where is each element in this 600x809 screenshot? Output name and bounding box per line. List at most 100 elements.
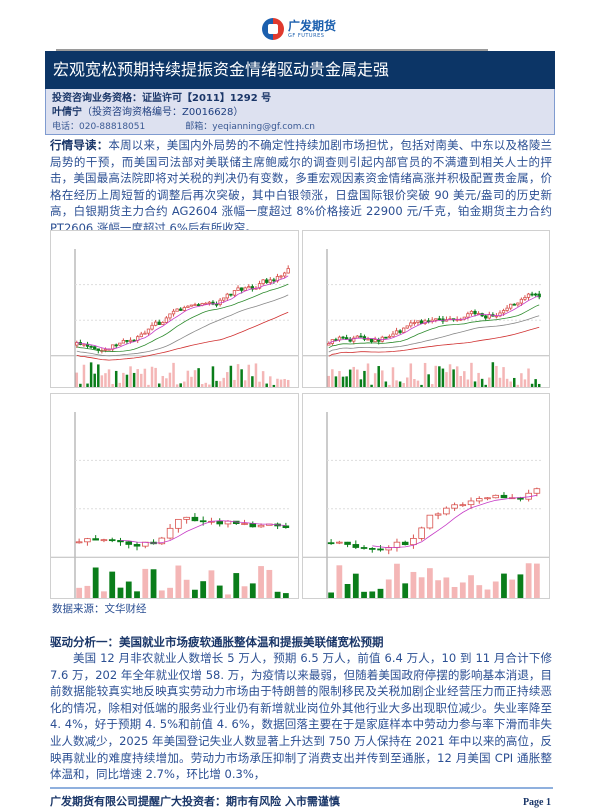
candle-body	[533, 488, 541, 494]
moving-average-line	[120, 520, 286, 544]
chart-platinum	[50, 393, 299, 599]
volume-bar	[537, 383, 541, 387]
volume-bar	[480, 378, 484, 387]
moving-average-line	[328, 315, 540, 353]
volume-bar	[451, 586, 458, 598]
candle-body	[286, 268, 290, 274]
candle-body	[344, 337, 349, 340]
volume-bar	[211, 366, 215, 387]
volume-bar	[240, 369, 243, 387]
candle-body	[352, 544, 360, 548]
volume-bar	[427, 374, 430, 387]
volume-bar	[283, 378, 286, 387]
candle-body	[216, 520, 224, 525]
candle-body	[512, 303, 516, 306]
candle-body	[530, 293, 534, 296]
candle-body	[402, 327, 406, 333]
volume-bar	[274, 591, 281, 598]
candle-body	[384, 336, 388, 339]
volume-bar	[435, 580, 441, 598]
volume-bar	[430, 384, 434, 387]
candle-body	[459, 504, 467, 507]
candle-body	[341, 336, 345, 339]
volume-bar	[125, 581, 132, 598]
volume-bar	[491, 362, 495, 387]
volume-bar	[179, 383, 182, 387]
volume-bar	[76, 587, 83, 598]
volume-bar	[413, 379, 416, 387]
moving-average-line	[372, 494, 537, 549]
volume-bar	[208, 570, 215, 598]
candle-body	[418, 527, 425, 539]
company-logo: 广发期货 GF FUTURES	[262, 18, 336, 40]
footer: 广发期货有限公司提醒广大投资者：期市有风险 入市需谨慎 Page 1	[50, 793, 553, 809]
candle-body	[196, 304, 201, 306]
volume-bar	[92, 567, 99, 598]
volume-bar	[459, 582, 466, 598]
candle-body	[191, 516, 199, 522]
volume-bar	[286, 379, 290, 387]
volume-bar	[336, 565, 343, 598]
volume-bar	[183, 381, 186, 387]
volume-bar	[154, 367, 157, 387]
volume-bar	[341, 376, 345, 387]
moving-average-line	[328, 295, 540, 344]
volume-bar	[118, 382, 122, 387]
candle-body	[114, 344, 118, 347]
candle-body	[366, 338, 370, 341]
volume-bar	[517, 574, 524, 598]
candle-body	[505, 307, 509, 311]
volume-bar	[438, 366, 441, 387]
chart-palladium	[302, 393, 550, 599]
candle-body	[469, 310, 474, 315]
candle-body	[175, 518, 182, 529]
volume-bar	[276, 378, 279, 387]
volume-bar	[175, 565, 182, 598]
volume-bar	[476, 585, 483, 598]
candle-body	[89, 345, 93, 348]
candlestick-chart	[303, 412, 549, 598]
volume-bar	[484, 384, 487, 387]
candle-body	[327, 542, 335, 545]
candle-body	[410, 537, 417, 546]
candle-body	[500, 494, 508, 499]
volume-bar	[423, 362, 427, 387]
volume-bar	[484, 589, 491, 598]
candle-body	[236, 287, 240, 291]
volume-bar	[150, 366, 154, 387]
volume-bar	[136, 369, 139, 387]
volume-bar	[344, 583, 351, 598]
phone: 电话：020-88818051	[52, 122, 146, 132]
volume-bar	[427, 568, 433, 598]
moving-average-line	[76, 311, 289, 361]
candle-body	[360, 547, 368, 549]
volume-bar	[356, 369, 359, 387]
volume-bar	[359, 379, 363, 387]
candle-body	[451, 504, 458, 509]
volume-bar	[410, 571, 417, 598]
volume-bar	[93, 373, 96, 387]
candle-body	[394, 330, 399, 335]
volume-bar	[142, 568, 149, 598]
volume-bar	[406, 377, 409, 387]
volume-bar	[226, 372, 229, 387]
candle-body	[75, 342, 79, 346]
volume-bar	[175, 384, 179, 387]
volume-bar	[345, 376, 348, 387]
volume-bar	[373, 373, 377, 387]
chart-gold-daily	[50, 230, 299, 388]
data-source: 数据来源：文华财经	[52, 603, 147, 615]
volume-bar	[261, 371, 265, 387]
volume-bar	[534, 379, 537, 387]
volume-bar	[104, 373, 107, 387]
candle-body	[401, 541, 409, 546]
candle-body	[437, 318, 441, 321]
volume-bar	[157, 383, 161, 387]
candle-body	[171, 310, 176, 315]
candle-body	[523, 297, 527, 300]
candle-body	[232, 290, 237, 296]
candle-body	[368, 547, 376, 550]
volume-bar	[251, 376, 254, 387]
candle-body	[193, 304, 197, 306]
candle-body	[387, 335, 392, 338]
